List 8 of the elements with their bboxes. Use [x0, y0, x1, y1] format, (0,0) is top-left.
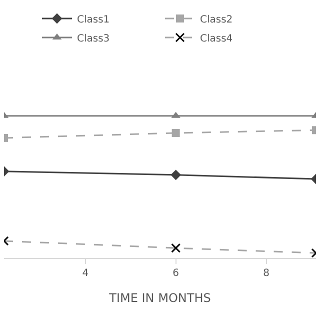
x-tick-label: 8: [263, 268, 270, 279]
legend-label: Class3: [77, 33, 110, 44]
x-tick-label: 4: [82, 268, 89, 279]
legend-label: Class4: [200, 33, 233, 44]
x-tick-label: 6: [172, 268, 180, 279]
legend-label: Class1: [77, 14, 110, 26]
legend-label: Class2: [200, 14, 233, 26]
x-axis-title: TIME IN MONTHS: [108, 290, 211, 305]
